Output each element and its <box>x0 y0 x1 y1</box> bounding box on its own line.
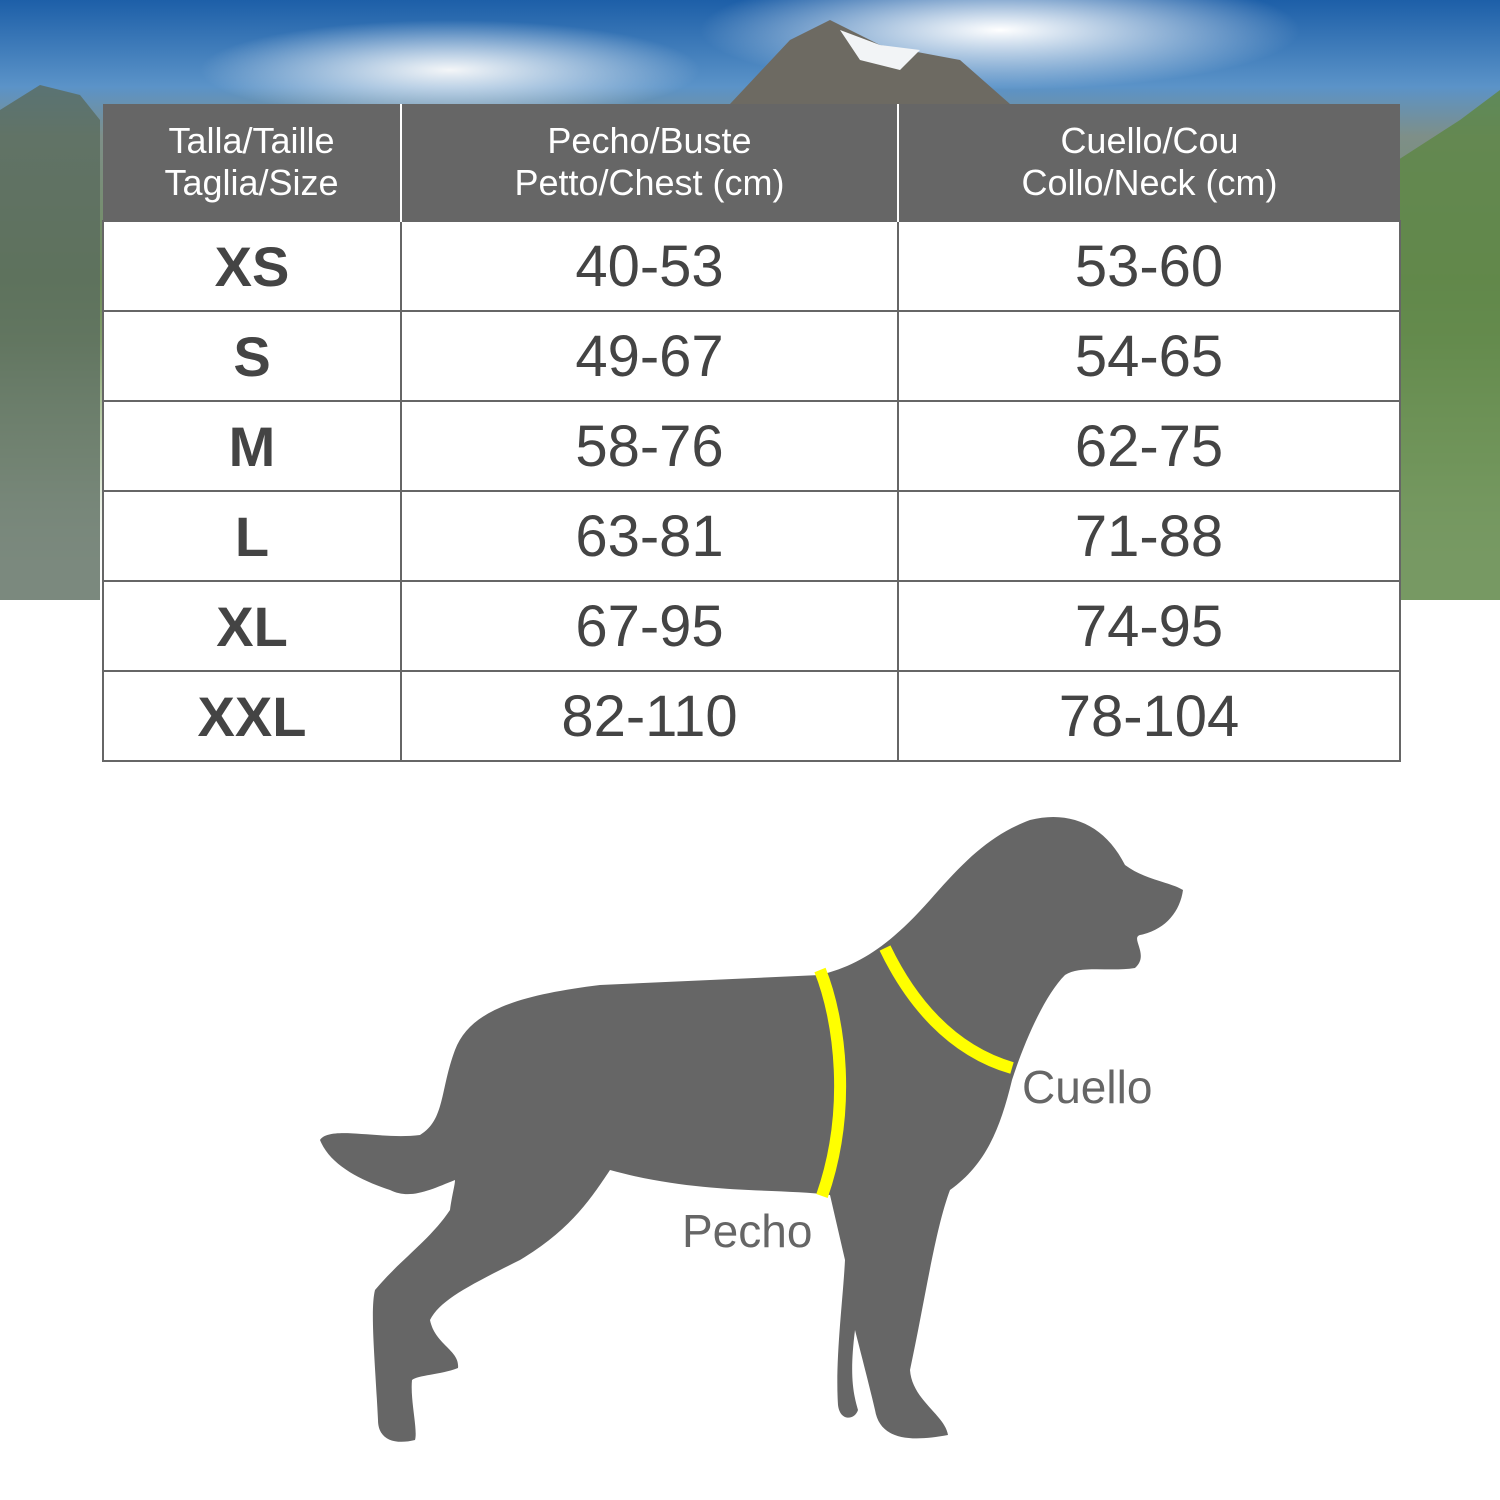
size-cell: XL <box>102 580 402 672</box>
header-text: Pecho/Buste <box>547 120 752 161</box>
table-row: XS 40-53 53-60 <box>102 220 1401 312</box>
size-cell: XXL <box>102 670 402 762</box>
table-row: M 58-76 62-75 <box>102 400 1401 492</box>
header-text: Petto/Chest (cm) <box>514 162 785 203</box>
chest-cell: 63-81 <box>400 490 899 582</box>
size-cell: S <box>102 310 402 402</box>
chest-cell: 40-53 <box>400 220 899 312</box>
size-cell: M <box>102 400 402 492</box>
neck-cell: 78-104 <box>897 670 1401 762</box>
dog-silhouette <box>320 817 1183 1442</box>
chest-measure-line <box>814 967 847 1198</box>
table-row: XL 67-95 74-95 <box>102 580 1401 672</box>
neck-cell: 71-88 <box>897 490 1401 582</box>
neck-cell: 53-60 <box>897 220 1401 312</box>
neck-measure-line <box>879 945 1014 1074</box>
chest-cell: 58-76 <box>400 400 899 492</box>
chest-label: Pecho <box>682 1205 813 1257</box>
size-cell: L <box>102 490 402 582</box>
header-text: Cuello/Cou <box>1060 120 1239 161</box>
size-cell: XS <box>102 220 402 312</box>
header-text: Collo/Neck (cm) <box>1021 162 1278 203</box>
neck-label: Cuello <box>1022 1061 1153 1113</box>
header-text: Talla/Taille <box>168 120 335 161</box>
header-row: Talla/Taille Taglia/Size Pecho/Buste Petto… <box>103 104 1400 221</box>
table-row: XXL 82-110 78-104 <box>102 670 1401 762</box>
header-neck: Cuello/Cou Collo/Neck (cm) <box>897 104 1400 221</box>
chest-cell: 82-110 <box>400 670 899 762</box>
table-row: S 49-67 54-65 <box>102 310 1401 402</box>
size-chart-table: Talla/Taille Taglia/Size Pecho/Buste Petto… <box>102 104 1401 762</box>
header-text: Taglia/Size <box>164 162 339 203</box>
neck-cell: 62-75 <box>897 400 1401 492</box>
chest-cell: 67-95 <box>400 580 899 672</box>
table-row: L 63-81 71-88 <box>102 490 1401 582</box>
neck-cell: 74-95 <box>897 580 1401 672</box>
neck-cell: 54-65 <box>897 310 1401 402</box>
chest-cell: 49-67 <box>400 310 899 402</box>
mountain-peaks <box>0 20 1500 600</box>
header-size: Talla/Taille Taglia/Size <box>103 104 401 221</box>
header-chest: Pecho/Buste Petto/Chest (cm) <box>400 104 898 221</box>
